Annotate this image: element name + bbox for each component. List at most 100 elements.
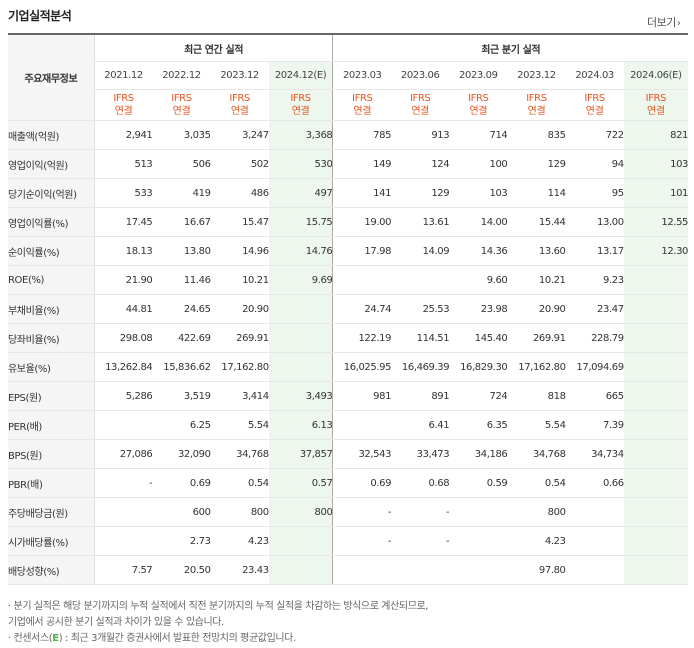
period-header: 2023.12 bbox=[210, 61, 269, 90]
table-row: EPS(원) 5,286 3,519 3,414 3,493 981 891 724 818 66… bbox=[8, 381, 688, 411]
footnote-2: 기업에서 공시한 분기 실적과 차이가 있을 수 있습니다. bbox=[8, 617, 224, 628]
table-cell bbox=[391, 555, 450, 585]
table-cell: 15.44 bbox=[507, 207, 566, 237]
quarter-group-header: 최근 분기 실적 bbox=[332, 33, 688, 62]
table-cell: 20.90 bbox=[210, 294, 269, 324]
ifrs-text: IFRS bbox=[171, 93, 192, 104]
table-cell: 10.21 bbox=[210, 265, 269, 295]
ifrs-label: IFRS 연결 bbox=[94, 89, 153, 121]
row-label: 당기순이익(억원) bbox=[8, 178, 95, 208]
table-cell: 6.25 bbox=[152, 410, 211, 440]
table-cell: 600 bbox=[152, 497, 211, 527]
table-cell: 44.81 bbox=[94, 294, 153, 324]
table-cell: 9.23 bbox=[565, 265, 624, 295]
table-cell: 14.96 bbox=[210, 236, 269, 266]
table-cell: - bbox=[332, 497, 392, 527]
table-row: 당좌비율(%) 298.08 422.69 269.91 122.19 114.51 145… bbox=[8, 323, 688, 353]
table-cell bbox=[268, 323, 333, 353]
table-cell: 722 bbox=[565, 120, 624, 150]
table-cell: 32,543 bbox=[332, 439, 392, 469]
table-cell bbox=[565, 555, 624, 585]
row-label: 주당배당금(원) bbox=[8, 497, 95, 527]
corner-label: 주요재무정보 bbox=[8, 33, 95, 121]
table-cell bbox=[623, 526, 688, 556]
table-row: BPS(원) 27,086 32,090 34,768 37,857 32,543 33,4… bbox=[8, 439, 688, 469]
table-cell: 18.13 bbox=[94, 236, 153, 266]
table-cell: 12.30 bbox=[623, 236, 688, 266]
ifrs-label: IFRS 연결 bbox=[565, 89, 624, 121]
table-cell: 533 bbox=[94, 178, 153, 208]
table-cell bbox=[94, 410, 153, 440]
table-cell: 422.69 bbox=[152, 323, 211, 353]
table-cell: 23.47 bbox=[565, 294, 624, 324]
table-cell: 103 bbox=[623, 149, 688, 179]
table-cell: 502 bbox=[210, 149, 269, 179]
table-cell: - bbox=[391, 497, 450, 527]
table-cell: 34,186 bbox=[449, 439, 508, 469]
table-cell bbox=[332, 410, 392, 440]
table-cell bbox=[623, 410, 688, 440]
table-row: 영업이익률(%) 17.45 16.67 15.47 15.75 19.00 13.61 14… bbox=[8, 207, 688, 237]
footnote-3-prefix: · 컨센서스( bbox=[8, 633, 53, 644]
table-cell: 11.46 bbox=[152, 265, 211, 295]
ifrs-text: IFRS bbox=[468, 93, 489, 104]
header-group-row: 주요재무정보 최근 연간 실적 최근 분기 실적 bbox=[8, 33, 688, 121]
table-cell: 9.60 bbox=[449, 265, 508, 295]
table-cell: 513 bbox=[94, 149, 153, 179]
table-cell: 724 bbox=[449, 381, 508, 411]
table-cell: 913 bbox=[391, 120, 450, 150]
ifrs-label: IFRS 연결 bbox=[507, 89, 566, 121]
row-label: PER(배) bbox=[8, 410, 95, 440]
table-cell: 122.19 bbox=[332, 323, 392, 353]
table-cell: 497 bbox=[268, 178, 333, 208]
period-header: 2021.12 bbox=[94, 61, 153, 90]
table-cell: 17,162.80 bbox=[507, 352, 566, 382]
more-link[interactable]: 더보기› bbox=[647, 14, 681, 30]
table-cell: 145.40 bbox=[449, 323, 508, 353]
table-cell bbox=[623, 265, 688, 295]
table-row: ROE(%) 21.90 11.46 10.21 9.69 9.60 10.21 9.23 bbox=[8, 265, 688, 295]
annual-group-header: 최근 연간 실적 bbox=[94, 33, 333, 62]
table-cell: 0.54 bbox=[507, 468, 566, 498]
period-header: 2024.03 bbox=[565, 61, 624, 90]
table-cell: 5.54 bbox=[210, 410, 269, 440]
table-cell: 33,473 bbox=[391, 439, 450, 469]
table-row: PBR(배) -0.69 0.54 0.57 0.69 0.68 0.59 0.54 0.66 bbox=[8, 468, 688, 498]
table-cell bbox=[623, 468, 688, 498]
period-header: 2023.12 bbox=[507, 61, 566, 90]
table-cell bbox=[449, 497, 508, 527]
period-header: 2023.06 bbox=[391, 61, 450, 90]
table-cell: 12.55 bbox=[623, 207, 688, 237]
consolidated-text: 연결 bbox=[469, 106, 488, 117]
table-cell: 34,768 bbox=[507, 439, 566, 469]
table-cell bbox=[332, 265, 392, 295]
table-cell: 4.23 bbox=[507, 526, 566, 556]
table-cell bbox=[268, 294, 333, 324]
ifrs-label: IFRS 연결 bbox=[449, 89, 508, 121]
table-cell: 34,734 bbox=[565, 439, 624, 469]
table-cell: 3,368 bbox=[268, 120, 333, 150]
table-cell: 0.66 bbox=[565, 468, 624, 498]
table-cell bbox=[623, 497, 688, 527]
ifrs-text: IFRS bbox=[229, 93, 250, 104]
table-cell: 3,414 bbox=[210, 381, 269, 411]
more-label[interactable]: 더보기 bbox=[647, 16, 676, 29]
table-row: PER(배) 6.25 5.54 6.13 6.41 6.35 5.54 7.39 bbox=[8, 410, 688, 440]
table-cell: 97.80 bbox=[507, 555, 566, 585]
period-header: 2023.03 bbox=[332, 61, 392, 90]
table-cell: 13.60 bbox=[507, 236, 566, 266]
table-cell: 5,286 bbox=[94, 381, 153, 411]
ifrs-label: IFRS 연결 bbox=[152, 89, 211, 121]
table-cell: 101 bbox=[623, 178, 688, 208]
table-body: 매출액(억원) 2,941 3,035 3,247 3,368 785 913 714 835 7… bbox=[8, 120, 688, 585]
consolidated-text: 연결 bbox=[527, 106, 546, 117]
table-cell bbox=[268, 526, 333, 556]
table-cell: 0.57 bbox=[268, 468, 333, 498]
footnote-3: · 컨센서스(E) : 최근 3개월간 증권사에서 발표한 전망치의 평균값입니… bbox=[8, 631, 428, 647]
ifrs-label: IFRS 연결 bbox=[332, 89, 392, 121]
table-cell: 16,025.95 bbox=[332, 352, 392, 382]
row-label: BPS(원) bbox=[8, 439, 95, 469]
table-row: 영업이익(억원) 513 506 502 530 149 124 100 129 94 103 bbox=[8, 149, 688, 179]
consolidated-text: 연결 bbox=[172, 106, 191, 117]
ifrs-text: IFRS bbox=[352, 93, 373, 104]
